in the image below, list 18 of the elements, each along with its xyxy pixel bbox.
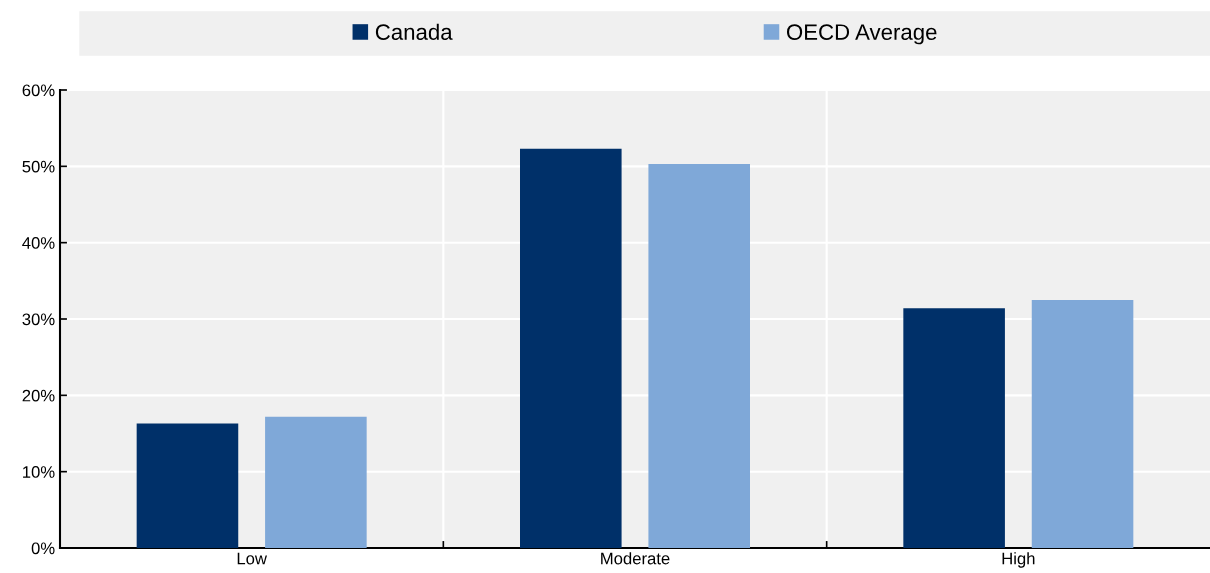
bar	[265, 416, 367, 548]
y-tick-label: 40%	[22, 237, 55, 249]
bar	[648, 164, 750, 548]
x-tick-label: Moderate	[601, 552, 670, 565]
bar	[520, 148, 622, 548]
x-tick-label: Low	[237, 552, 267, 565]
y-tick-label: 30%	[22, 313, 55, 326]
bar	[903, 308, 1005, 548]
y-tick-label: 20%	[22, 389, 55, 402]
bar	[1031, 299, 1134, 548]
y-tick-label: 0%	[31, 542, 55, 555]
legend-label: Canada	[375, 23, 453, 40]
bar	[136, 423, 239, 548]
y-tick-label: 50%	[22, 160, 55, 173]
y-tick-label: 10%	[23, 466, 55, 478]
legend-label: OECD Average	[786, 24, 937, 45]
y-tick-label: 60%	[22, 84, 55, 97]
x-tick-label: High	[1002, 552, 1035, 568]
